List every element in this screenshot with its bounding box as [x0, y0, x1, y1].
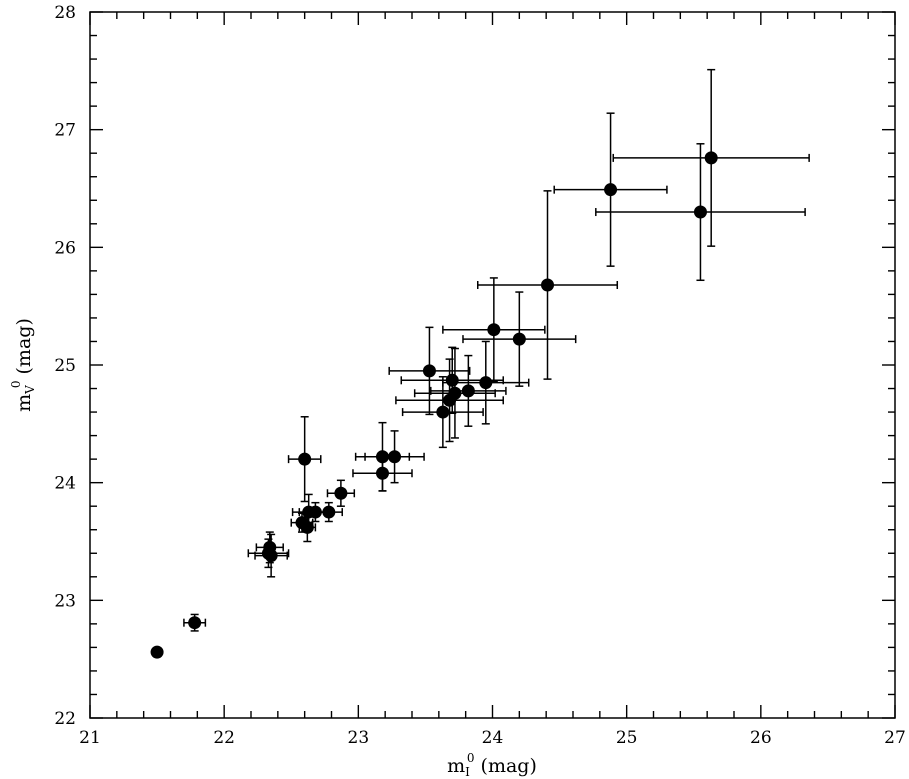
x-tick-label: 27: [884, 728, 906, 748]
y-tick-label: 26: [54, 238, 76, 258]
axis-ticks: [89, 11, 896, 719]
data-point: [436, 405, 450, 419]
x-tick-label: 25: [616, 728, 638, 748]
data-point: [264, 549, 278, 563]
x-axis-label: mI0 (mag): [447, 751, 537, 779]
data-point: [487, 323, 501, 337]
y-tick-label: 23: [54, 591, 76, 611]
data-point: [375, 466, 389, 480]
x-tick-label: 22: [213, 728, 235, 748]
data-point: [375, 450, 389, 464]
y-tick-label: 28: [54, 3, 76, 23]
x-tick-label: 26: [750, 728, 772, 748]
data-point: [512, 332, 526, 346]
data-point: [422, 364, 436, 378]
data-point: [150, 645, 164, 659]
data-point: [541, 278, 555, 292]
data-point: [334, 486, 348, 500]
x-tick-label: 24: [482, 728, 504, 748]
data-point: [445, 373, 459, 387]
data-point: [704, 151, 718, 165]
data-point: [322, 505, 336, 519]
x-tick-label: 21: [79, 728, 101, 748]
data-point: [388, 450, 402, 464]
y-tick-label: 27: [54, 121, 76, 141]
data-point: [448, 386, 462, 400]
data-point: [479, 376, 493, 390]
data-point: [604, 183, 618, 197]
data-point: [300, 520, 314, 534]
data-point: [461, 384, 475, 398]
y-axis-label: mV0 (mag): [9, 318, 37, 412]
plot-frame: [89, 11, 896, 719]
data-points: [150, 151, 718, 659]
data-point: [308, 505, 322, 519]
y-tick-label: 25: [54, 356, 76, 376]
y-tick-label: 24: [54, 474, 76, 494]
y-tick-labels: 22 23 24 25 26 27 28: [54, 3, 76, 729]
data-point: [693, 205, 707, 219]
data-point: [298, 452, 312, 466]
data-point: [188, 616, 202, 630]
x-tick-label: 23: [348, 728, 370, 748]
x-tick-labels: 21 22 23 24 25 26 27: [79, 728, 906, 748]
y-tick-label: 22: [54, 709, 76, 729]
